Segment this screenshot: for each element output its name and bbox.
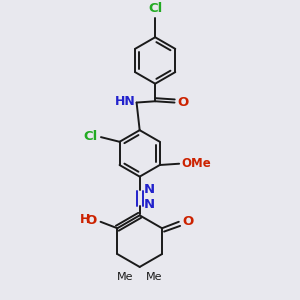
Text: HN: HN [115,95,135,108]
Text: O: O [183,214,194,227]
Text: OMe: OMe [182,157,211,170]
Text: H: H [80,214,90,226]
Text: Cl: Cl [83,130,98,142]
Text: N: N [143,183,155,196]
Text: O: O [85,214,97,227]
Text: Me: Me [117,272,133,282]
Text: N: N [143,198,155,211]
Text: O: O [178,96,189,109]
Text: Cl: Cl [148,2,162,15]
Text: Me: Me [146,272,163,282]
